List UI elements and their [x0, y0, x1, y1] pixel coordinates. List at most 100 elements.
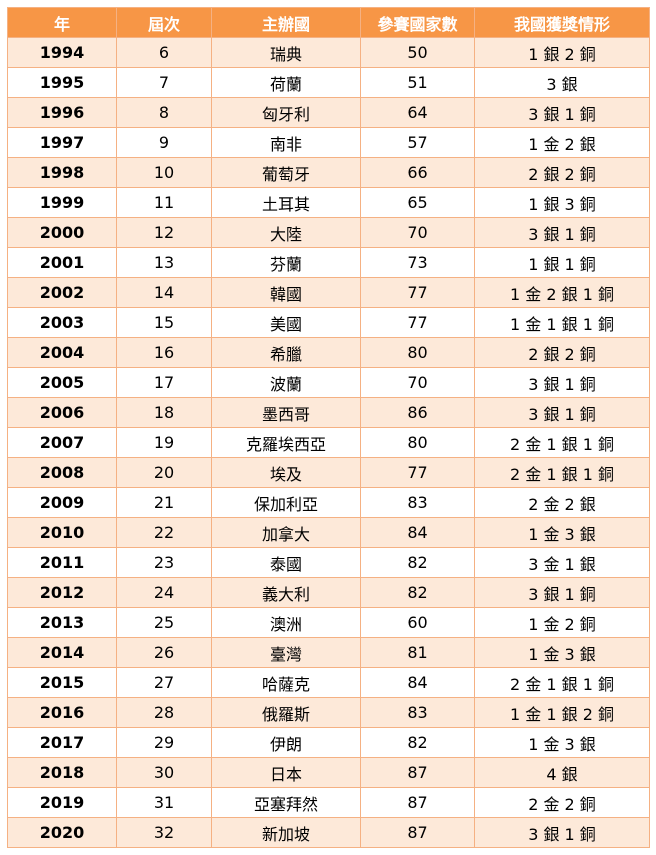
- cell-awards: 1 金 3 銀: [474, 517, 650, 548]
- cell-host-country: 保加利亞: [211, 487, 361, 518]
- cell-participating-countries: 70: [360, 367, 475, 398]
- cell-edition: 22: [116, 517, 212, 548]
- cell-awards: 1 金 2 銅: [474, 607, 650, 638]
- cell-host-country: 加拿大: [211, 517, 361, 548]
- cell-year: 2012: [7, 577, 117, 608]
- cell-edition: 17: [116, 367, 212, 398]
- header-awards: 我國獲獎情形: [474, 7, 650, 38]
- cell-awards: 3 金 1 銀: [474, 547, 650, 578]
- olympiad-results-table: 年 屆次 主辦國 參賽國家數 我國獲獎情形 1994 6 瑞典 50 1 銀 2 銅 19…: [7, 7, 650, 848]
- cell-awards: 1 銀 1 銅: [474, 247, 650, 278]
- cell-year: 2006: [7, 397, 117, 428]
- table-row: 2003 15 美國 77 1 金 1 銀 1 銅: [7, 307, 650, 338]
- cell-year: 1998: [7, 157, 117, 188]
- cell-participating-countries: 65: [360, 187, 475, 218]
- cell-host-country: 波蘭: [211, 367, 361, 398]
- cell-host-country: 韓國: [211, 277, 361, 308]
- cell-year: 2016: [7, 697, 117, 728]
- cell-edition: 9: [116, 127, 212, 158]
- cell-participating-countries: 82: [360, 547, 475, 578]
- cell-host-country: 美國: [211, 307, 361, 338]
- cell-host-country: 新加坡: [211, 817, 361, 848]
- cell-participating-countries: 82: [360, 727, 475, 758]
- cell-year: 2015: [7, 667, 117, 698]
- cell-host-country: 亞塞拜然: [211, 787, 361, 818]
- cell-awards: 1 金 1 銀 2 銅: [474, 697, 650, 728]
- cell-host-country: 克羅埃西亞: [211, 427, 361, 458]
- cell-awards: 1 金 1 銀 1 銅: [474, 307, 650, 338]
- cell-year: 2019: [7, 787, 117, 818]
- cell-host-country: 芬蘭: [211, 247, 361, 278]
- cell-awards: 3 銀 1 銅: [474, 817, 650, 848]
- cell-awards: 2 銀 2 銅: [474, 157, 650, 188]
- table-row: 1997 9 南非 57 1 金 2 銀: [7, 127, 650, 158]
- cell-edition: 18: [116, 397, 212, 428]
- table-row: 2005 17 波蘭 70 3 銀 1 銅: [7, 367, 650, 398]
- cell-year: 1997: [7, 127, 117, 158]
- table-row: 2019 31 亞塞拜然 87 2 金 2 銅: [7, 787, 650, 818]
- cell-year: 2020: [7, 817, 117, 848]
- cell-participating-countries: 87: [360, 817, 475, 848]
- cell-edition: 25: [116, 607, 212, 638]
- table-row: 1999 11 土耳其 65 1 銀 3 銅: [7, 187, 650, 218]
- cell-year: 2004: [7, 337, 117, 368]
- table-row: 2013 25 澳洲 60 1 金 2 銅: [7, 607, 650, 638]
- cell-year: 2013: [7, 607, 117, 638]
- table-row: 2002 14 韓國 77 1 金 2 銀 1 銅: [7, 277, 650, 308]
- cell-edition: 16: [116, 337, 212, 368]
- cell-awards: 3 銀 1 銅: [474, 367, 650, 398]
- cell-participating-countries: 86: [360, 397, 475, 428]
- cell-host-country: 希臘: [211, 337, 361, 368]
- cell-awards: 4 銀: [474, 757, 650, 788]
- cell-edition: 20: [116, 457, 212, 488]
- cell-year: 2000: [7, 217, 117, 248]
- table-row: 2018 30 日本 87 4 銀: [7, 757, 650, 788]
- cell-edition: 13: [116, 247, 212, 278]
- cell-year: 1994: [7, 37, 117, 68]
- cell-edition: 8: [116, 97, 212, 128]
- cell-edition: 6: [116, 37, 212, 68]
- cell-host-country: 大陸: [211, 217, 361, 248]
- cell-awards: 3 銀: [474, 67, 650, 98]
- cell-edition: 28: [116, 697, 212, 728]
- cell-awards: 2 金 2 銅: [474, 787, 650, 818]
- cell-host-country: 泰國: [211, 547, 361, 578]
- cell-host-country: 臺灣: [211, 637, 361, 668]
- cell-participating-countries: 77: [360, 307, 475, 338]
- table-row: 1998 10 葡萄牙 66 2 銀 2 銅: [7, 157, 650, 188]
- cell-participating-countries: 81: [360, 637, 475, 668]
- cell-participating-countries: 80: [360, 337, 475, 368]
- cell-awards: 2 金 1 銀 1 銅: [474, 667, 650, 698]
- cell-awards: 1 金 3 銀: [474, 637, 650, 668]
- cell-year: 2003: [7, 307, 117, 338]
- cell-edition: 7: [116, 67, 212, 98]
- cell-edition: 11: [116, 187, 212, 218]
- cell-host-country: 瑞典: [211, 37, 361, 68]
- cell-edition: 19: [116, 427, 212, 458]
- cell-edition: 14: [116, 277, 212, 308]
- cell-year: 2010: [7, 517, 117, 548]
- cell-awards: 1 金 2 銀: [474, 127, 650, 158]
- cell-year: 2002: [7, 277, 117, 308]
- cell-host-country: 澳洲: [211, 607, 361, 638]
- cell-participating-countries: 77: [360, 277, 475, 308]
- cell-participating-countries: 83: [360, 697, 475, 728]
- table-row: 2017 29 伊朗 82 1 金 3 銀: [7, 727, 650, 758]
- cell-awards: 2 金 1 銀 1 銅: [474, 427, 650, 458]
- table-row: 2012 24 義大利 82 3 銀 1 銅: [7, 577, 650, 608]
- cell-participating-countries: 50: [360, 37, 475, 68]
- cell-year: 2009: [7, 487, 117, 518]
- cell-edition: 12: [116, 217, 212, 248]
- cell-awards: 2 金 2 銀: [474, 487, 650, 518]
- cell-awards: 2 銀 2 銅: [474, 337, 650, 368]
- table-row: 2009 21 保加利亞 83 2 金 2 銀: [7, 487, 650, 518]
- table-row: 2010 22 加拿大 84 1 金 3 銀: [7, 517, 650, 548]
- cell-participating-countries: 77: [360, 457, 475, 488]
- cell-year: 1996: [7, 97, 117, 128]
- cell-year: 2018: [7, 757, 117, 788]
- table-row: 2006 18 墨西哥 86 3 銀 1 銅: [7, 397, 650, 428]
- cell-edition: 27: [116, 667, 212, 698]
- cell-participating-countries: 57: [360, 127, 475, 158]
- cell-year: 2011: [7, 547, 117, 578]
- cell-host-country: 墨西哥: [211, 397, 361, 428]
